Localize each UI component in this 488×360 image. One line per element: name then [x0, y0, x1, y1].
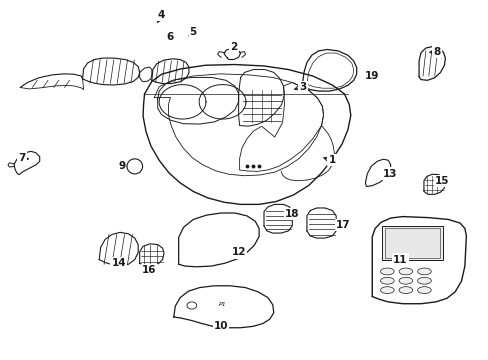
Text: 7: 7: [19, 153, 26, 163]
Text: 3: 3: [299, 82, 306, 92]
Text: 2: 2: [230, 42, 237, 52]
Ellipse shape: [398, 268, 412, 275]
Text: 1: 1: [328, 155, 335, 165]
Text: 8: 8: [432, 46, 440, 57]
Ellipse shape: [380, 277, 393, 284]
Text: 15: 15: [434, 176, 448, 186]
Text: 12: 12: [231, 247, 245, 257]
FancyBboxPatch shape: [381, 226, 442, 260]
Text: 14: 14: [111, 258, 126, 268]
Text: 11: 11: [392, 255, 407, 265]
Text: 6: 6: [166, 32, 174, 41]
Text: 4: 4: [158, 10, 165, 20]
FancyBboxPatch shape: [384, 228, 439, 258]
Text: 16: 16: [142, 265, 156, 275]
Ellipse shape: [127, 159, 142, 174]
Text: 19: 19: [365, 71, 379, 81]
Ellipse shape: [417, 268, 430, 275]
Text: P1: P1: [218, 302, 226, 307]
Text: 18: 18: [285, 209, 299, 219]
Text: 10: 10: [213, 321, 228, 331]
Ellipse shape: [398, 277, 412, 284]
Text: 9: 9: [118, 161, 125, 171]
Text: 5: 5: [189, 27, 197, 37]
Text: 13: 13: [382, 168, 396, 179]
Text: 17: 17: [335, 220, 349, 230]
Ellipse shape: [380, 287, 393, 293]
Circle shape: [186, 302, 196, 309]
Ellipse shape: [417, 277, 430, 284]
Ellipse shape: [380, 268, 393, 275]
Ellipse shape: [398, 287, 412, 293]
Ellipse shape: [417, 287, 430, 293]
